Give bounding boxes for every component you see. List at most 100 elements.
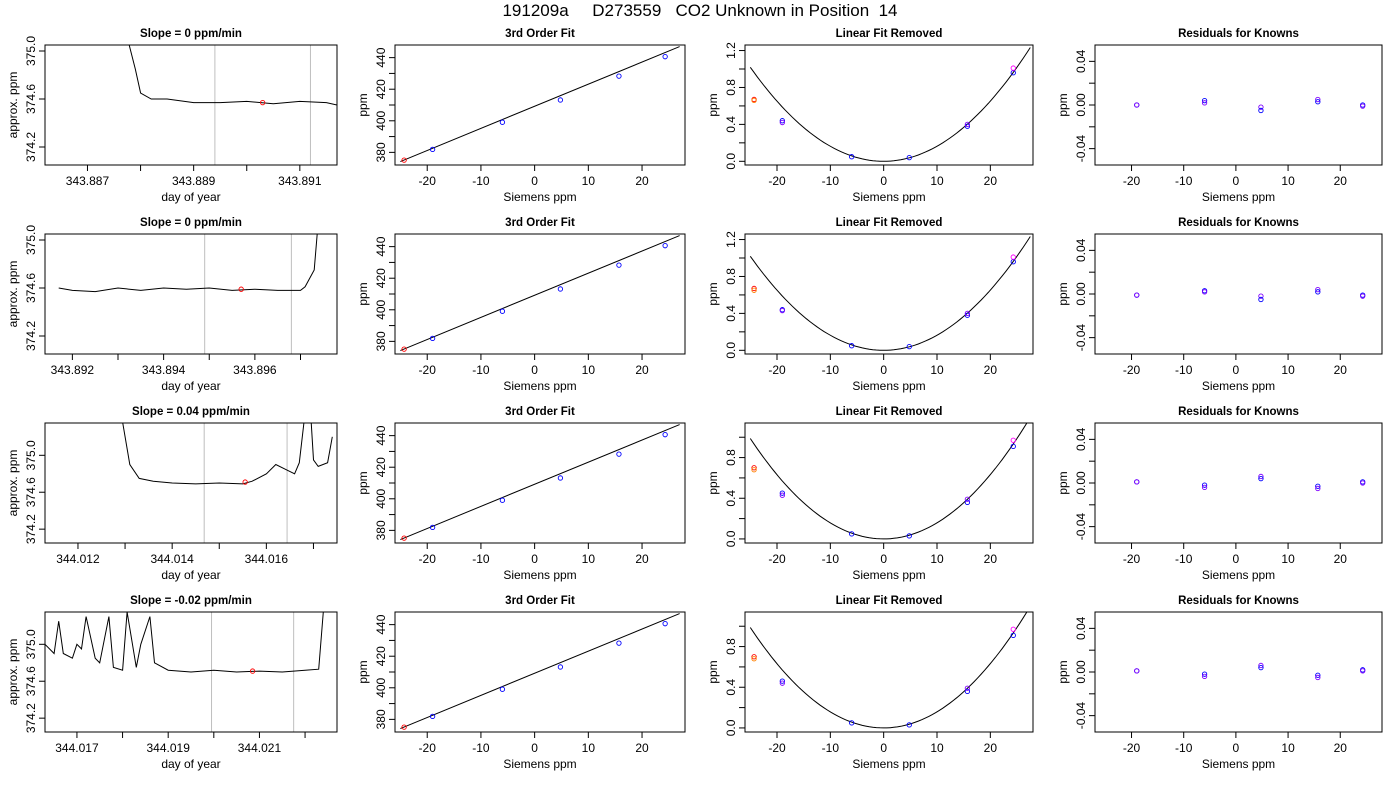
y-axis-label: ppm: [1056, 282, 1070, 305]
data-point: [1315, 674, 1321, 681]
plot-frame: [394, 611, 686, 733]
y-tick-label: 374.6: [24, 477, 38, 507]
data-point: [662, 54, 668, 60]
y-tick-label: -0.04: [1074, 513, 1088, 541]
data-point: [1258, 473, 1264, 480]
data-point: [964, 499, 971, 505]
plot-area: [122, 423, 333, 543]
panel-r4-c3: Linear Fit Removed Siemens ppm ppm -20 -10 0 1…: [706, 595, 1034, 771]
fit-line: [400, 235, 680, 351]
y-tick-label: 0.4: [724, 305, 738, 322]
panel-title: Linear Fit Removed: [836, 28, 943, 40]
panel-r3-c4: Residuals for Knowns Siemens ppm ppm -20 -10…: [1056, 406, 1383, 582]
data-point: [557, 475, 564, 481]
x-tick-label: 0: [531, 552, 538, 566]
data-point: [499, 308, 506, 314]
data-point: [1201, 289, 1208, 295]
data-point: [1360, 480, 1366, 486]
data-point: [1201, 100, 1208, 106]
data-point: [401, 535, 407, 541]
panel-title: 3rd Order Fit: [505, 217, 575, 229]
plot-frame: [1094, 422, 1383, 544]
data-point: [1201, 97, 1208, 104]
y-tick-label: 0.8: [724, 638, 738, 655]
y-axis-label: ppm: [356, 471, 370, 494]
panel-r1-c2: 3rd Order Fit Siemens ppm ppm -20 -10 0 10 20 38…: [356, 28, 686, 204]
x-tick-label: 343.891: [278, 174, 322, 188]
fit-curve: [749, 423, 1028, 540]
y-axis-label: ppm: [706, 93, 720, 116]
x-tick-label: 20: [635, 552, 649, 566]
plot-frame: [744, 233, 1034, 355]
x-tick-label: 20: [635, 363, 649, 377]
y-axis-label: ppm: [706, 471, 720, 494]
x-tick-label: -10: [822, 363, 840, 377]
data-point: [429, 524, 436, 531]
x-tick-label: 0: [880, 174, 887, 188]
panel-r3-c1: Slope = 0.04 ppm/min day of year approx. p…: [6, 406, 338, 582]
y-tick-label: 0.0: [724, 153, 738, 170]
x-tick-label: 20: [1334, 741, 1348, 755]
data-point: [1258, 664, 1264, 671]
data-point: [1258, 296, 1264, 303]
data-point: [751, 467, 757, 473]
x-tick-label: 20: [1334, 174, 1348, 188]
x-tick-label: 20: [1334, 363, 1348, 377]
highlight-point: [238, 286, 244, 292]
x-tick-label: -20: [768, 174, 786, 188]
x-tick-label: 10: [582, 741, 596, 755]
data-point: [751, 285, 757, 292]
series-line: [58, 234, 318, 293]
y-axis-label: ppm: [1056, 660, 1070, 683]
data-point: [662, 243, 668, 249]
x-tick-label: 20: [635, 741, 649, 755]
x-axis-label: Siemens ppm: [1202, 190, 1275, 204]
x-axis-label: Siemens ppm: [503, 379, 576, 393]
panel-title: Slope = 0 ppm/min: [140, 28, 242, 40]
y-axis-label: approx. ppm: [6, 639, 20, 706]
data-point: [499, 119, 506, 125]
data-point: [1315, 286, 1321, 293]
y-tick-label: 0.04: [1074, 238, 1088, 262]
y-tick-label: 374.2: [24, 703, 38, 733]
y-tick-label: 0.0: [724, 342, 738, 359]
x-tick-label: 344.012: [56, 552, 100, 566]
data-point: [1315, 485, 1321, 492]
x-axis-label: Siemens ppm: [852, 379, 925, 393]
x-tick-label: 10: [582, 174, 596, 188]
plot-frame: [44, 44, 338, 166]
x-tick-label: 343.892: [51, 363, 95, 377]
plot-frame: [1094, 611, 1383, 733]
y-tick-label: 0.04: [1074, 49, 1088, 73]
x-tick-label: -10: [472, 363, 490, 377]
fit-line: [400, 424, 680, 540]
x-tick-label: 0: [1233, 741, 1240, 755]
x-tick-label: 10: [1281, 741, 1295, 755]
data-point: [906, 154, 912, 161]
y-tick-label: 380: [374, 520, 388, 540]
x-tick-label: 344.014: [150, 552, 194, 566]
x-tick-label: 0: [531, 363, 538, 377]
data-point: [964, 688, 971, 694]
y-axis-label: ppm: [1056, 93, 1070, 116]
y-tick-label: 0.04: [1074, 427, 1088, 451]
plot-frame: [44, 422, 338, 544]
y-axis-label: approx. ppm: [6, 261, 20, 328]
data-point: [1315, 99, 1321, 105]
plot-area: [749, 612, 1028, 729]
x-tick-label: 10: [1281, 174, 1295, 188]
y-tick-label: 0.00: [1074, 660, 1088, 684]
panel-title: Linear Fit Removed: [836, 406, 943, 418]
x-axis-label: day of year: [161, 379, 220, 393]
plot-area: [1134, 96, 1366, 114]
data-point: [616, 262, 622, 268]
y-tick-label: 440: [374, 614, 388, 634]
plot-area: [749, 236, 1031, 351]
panel-r3-c3: Linear Fit Removed Siemens ppm ppm -20 -10 0 1…: [706, 406, 1034, 582]
data-point: [964, 312, 971, 318]
panel-r1-c3: Linear Fit Removed Siemens ppm ppm -20 -10 0 1…: [706, 28, 1034, 204]
data-point: [906, 722, 912, 728]
x-tick-label: 0: [880, 363, 887, 377]
y-tick-label: 400: [374, 299, 388, 319]
y-axis-label: ppm: [706, 660, 720, 683]
